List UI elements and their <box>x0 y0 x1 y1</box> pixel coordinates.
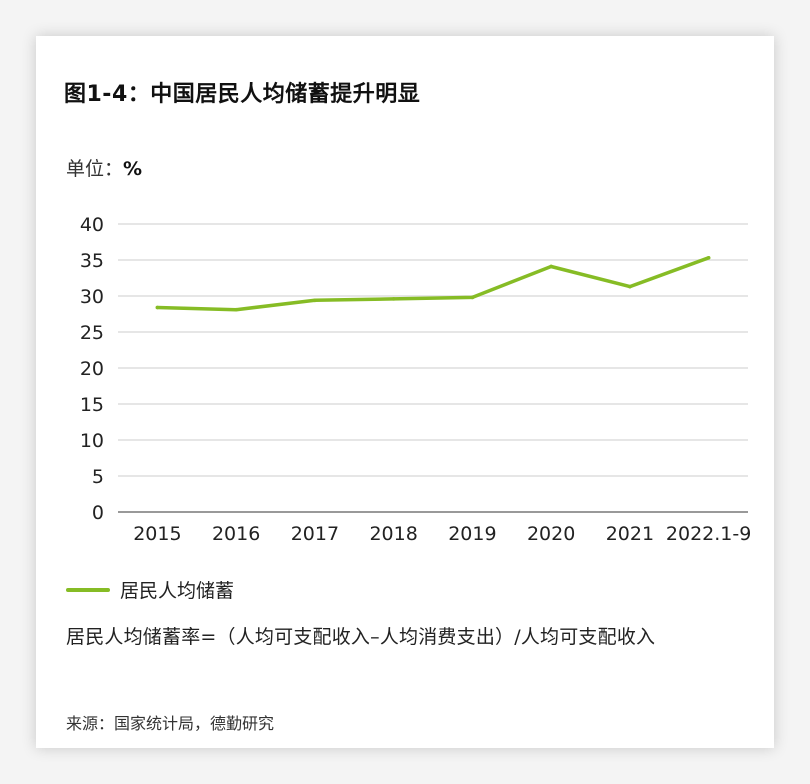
formula-note: 居民人均储蓄率=（人均可支配收入–人均消费支出）/人均可支配收入 <box>66 626 656 648</box>
x-tick-label: 2020 <box>527 523 575 545</box>
data-point <box>549 264 553 269</box>
unit-value: % <box>123 158 143 180</box>
data-point <box>391 297 396 301</box>
legend-swatch <box>66 587 110 592</box>
y-tick-label: 15 <box>80 394 104 416</box>
y-tick-label: 0 <box>92 502 104 524</box>
y-tick-label: 40 <box>80 214 104 236</box>
unit-label: 单位：% <box>66 154 142 181</box>
data-point <box>470 295 475 300</box>
chart-title: 图1-4：中国居民人均储蓄提升明显 <box>64 82 421 107</box>
line-chart: 0 5 10 15 20 25 30 35 40 2015 2016 2017 2018 2019 2020… <box>80 214 752 545</box>
x-tick-label: 2015 <box>133 523 181 545</box>
series-line <box>155 256 711 312</box>
data-point <box>234 307 238 312</box>
x-tick-label: 2022.1-9 <box>666 523 751 545</box>
x-tick-label: 2016 <box>212 523 260 545</box>
data-point <box>628 284 632 289</box>
legend-label: 居民人均储蓄 <box>120 580 235 602</box>
y-tick-label: 35 <box>80 250 104 272</box>
y-tick-label: 30 <box>80 286 104 308</box>
legend: 居民人均储蓄 <box>66 576 234 603</box>
y-tick-label: 25 <box>80 322 104 344</box>
x-tick-label: 2017 <box>291 523 339 545</box>
y-tick-label: 20 <box>80 358 104 380</box>
data-point <box>155 305 160 310</box>
data-point <box>706 256 711 260</box>
chart-card: 图1-4：中国居民人均储蓄提升明显 单位：% 0 5 10 15 20 25 30 35 40 2… <box>36 36 774 748</box>
x-tick-label: 2018 <box>369 523 417 545</box>
data-point <box>313 298 317 303</box>
source-note: 来源：国家统计局，德勤研究 <box>66 714 275 733</box>
x-tick-label: 2019 <box>448 523 496 545</box>
unit-prefix: 单位： <box>66 158 124 180</box>
y-tick-label: 5 <box>92 466 104 488</box>
y-tick-label: 10 <box>80 430 104 452</box>
x-tick-label: 2021 <box>606 523 654 545</box>
